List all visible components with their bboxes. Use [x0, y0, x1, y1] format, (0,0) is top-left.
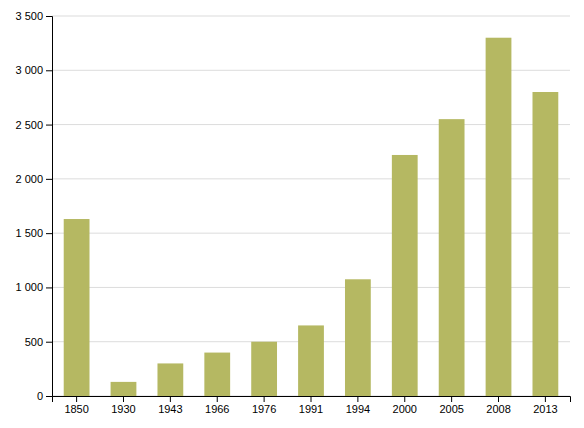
x-tick: 2013: [533, 396, 557, 415]
y-tick-mark: [46, 396, 52, 397]
x-tick-mark: [498, 396, 499, 402]
y-tick-label: 3 500: [15, 10, 43, 22]
x-tick-label: 2008: [486, 403, 510, 415]
y-tick-mark: [46, 233, 52, 234]
x-tick-label: 1966: [205, 403, 229, 415]
chart-container: 0 500 1 000 1 500 2 000 2 500 3 000 3 500 1850 19…: [0, 0, 584, 428]
y-tick-mark: [46, 125, 52, 126]
x-tick: 1930: [111, 396, 135, 415]
x-tick-label: 2005: [439, 403, 463, 415]
x-tick: 2005: [439, 396, 463, 415]
plot-area: 0 500 1 000 1 500 2 000 2 500 3 000 3 500 1850 19…: [15, 10, 570, 415]
y-tick-mark: [46, 287, 52, 288]
x-tick-mark: [217, 396, 218, 402]
bar: [64, 219, 90, 396]
y-tick-mark: [46, 342, 52, 343]
x-tick-label: 2013: [533, 403, 557, 415]
y-tick: 3 500: [15, 10, 52, 22]
bar: [486, 38, 512, 396]
x-tick-label: 1943: [158, 403, 182, 415]
x-tick-label: 1850: [64, 403, 88, 415]
bar: [204, 353, 230, 396]
x-tick-mark: [76, 396, 77, 402]
y-axis-line: [46, 17, 53, 397]
y-tick: 500: [25, 336, 52, 348]
x-tick-mark: [404, 396, 405, 402]
y-tick-label: 1 000: [15, 281, 43, 293]
x-tick: 1943: [158, 396, 182, 415]
x-tick-mark: [357, 396, 358, 402]
x-tick-label: 2000: [393, 403, 417, 415]
grid-line: [52, 16, 570, 17]
bar: [345, 279, 371, 396]
x-tick-mark: [264, 396, 265, 402]
x-tick-mark: [123, 396, 124, 402]
y-axis: 0 500 1 000 1 500 2 000 2 500 3 000 3 500: [15, 10, 52, 402]
x-tick-label: 1930: [111, 403, 135, 415]
y-tick: 3 000: [15, 64, 52, 76]
y-tick: 2 000: [15, 173, 52, 185]
x-tick-mark: [451, 396, 452, 402]
y-tick-mark: [46, 70, 52, 71]
x-tick-label: 1976: [252, 403, 276, 415]
y-tick-label: 3 000: [15, 64, 43, 76]
bar: [439, 119, 465, 396]
y-tick-label: 500: [25, 336, 43, 348]
y-tick: 1 500: [15, 227, 52, 239]
x-tick-mark: [311, 396, 312, 402]
y-tick-label: 1 500: [15, 227, 43, 239]
x-tick-mark: [170, 396, 171, 402]
bar: [111, 382, 137, 396]
y-tick: 2 500: [15, 119, 52, 131]
y-tick-label: 2 000: [15, 173, 43, 185]
x-axis-line: [53, 397, 571, 403]
y-tick-mark: [46, 16, 52, 17]
x-tick: 1850: [64, 396, 88, 415]
y-tick-mark: [46, 179, 52, 180]
bar: [251, 342, 277, 396]
bar: [532, 92, 558, 396]
y-tick-label: 0: [37, 390, 43, 402]
x-tick-label: 1994: [346, 403, 370, 415]
y-tick: 0: [37, 390, 52, 402]
x-tick-mark: [545, 396, 546, 402]
x-tick: 2008: [486, 396, 510, 415]
x-tick: 2000: [393, 396, 417, 415]
x-tick-label: 1991: [299, 403, 323, 415]
chart-svg: 0 500 1 000 1 500 2 000 2 500 3 000 3 500 1850 19…: [0, 0, 584, 428]
x-tick: 1994: [346, 396, 370, 415]
bar: [157, 363, 183, 396]
bars: [64, 38, 559, 396]
x-tick: 1991: [299, 396, 323, 415]
bar: [392, 155, 418, 396]
x-axis: 1850 1930 1943 1966 1976 1991 1994 2000 2005 2008…: [53, 396, 571, 415]
y-tick: 1 000: [15, 281, 52, 293]
x-tick: 1976: [252, 396, 276, 415]
y-tick-label: 2 500: [15, 119, 43, 131]
grid: [52, 16, 570, 396]
bar: [298, 325, 324, 396]
x-tick: 1966: [205, 396, 229, 415]
